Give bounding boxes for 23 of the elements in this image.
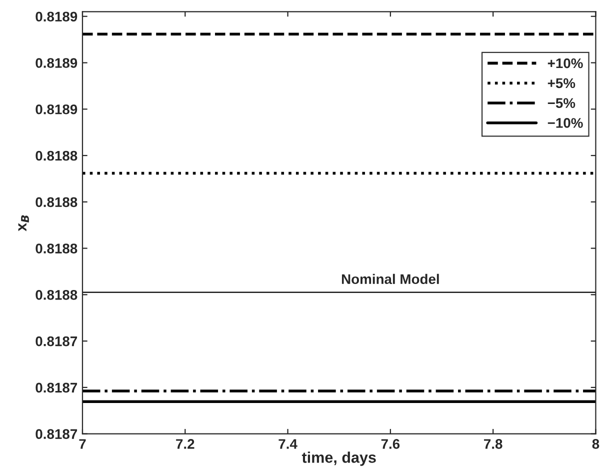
y-tick-label: 0.8188 — [36, 244, 78, 254]
y-tick-label: 0.8188 — [36, 150, 78, 161]
x-tick-label: 7.8 — [484, 439, 502, 449]
legend-label: −10% — [548, 118, 583, 128]
legend-label: −5% — [548, 98, 576, 108]
x-tick-label: 7.2 — [176, 439, 194, 449]
legend-label: +10% — [548, 58, 583, 68]
y-tick-label: 0.8189 — [36, 12, 78, 22]
annotation: Nominal Model — [342, 274, 439, 284]
y-tick-label: 0.8189 — [36, 104, 78, 114]
y-tick-label: 0.8187 — [36, 382, 78, 393]
x-axis-title: time, days — [302, 452, 376, 466]
y-tick-label: 0.8187 — [36, 429, 78, 439]
legend-label: +5% — [548, 78, 576, 88]
y-tick-label: 0.8188 — [36, 197, 78, 208]
y-tick-label: 0.8189 — [36, 58, 78, 68]
x-tick-label: 8 — [592, 439, 600, 449]
y-tick-label: 0.8188 — [36, 290, 78, 300]
x-tick-label: 7 — [79, 439, 86, 449]
y-axis-title: x$_{B}$ — [18, 215, 29, 232]
x-tick-label: 7.4 — [278, 439, 298, 449]
y-tick-label: 0.8187 — [36, 336, 78, 346]
x-tick-label: 7.6 — [381, 439, 400, 449]
